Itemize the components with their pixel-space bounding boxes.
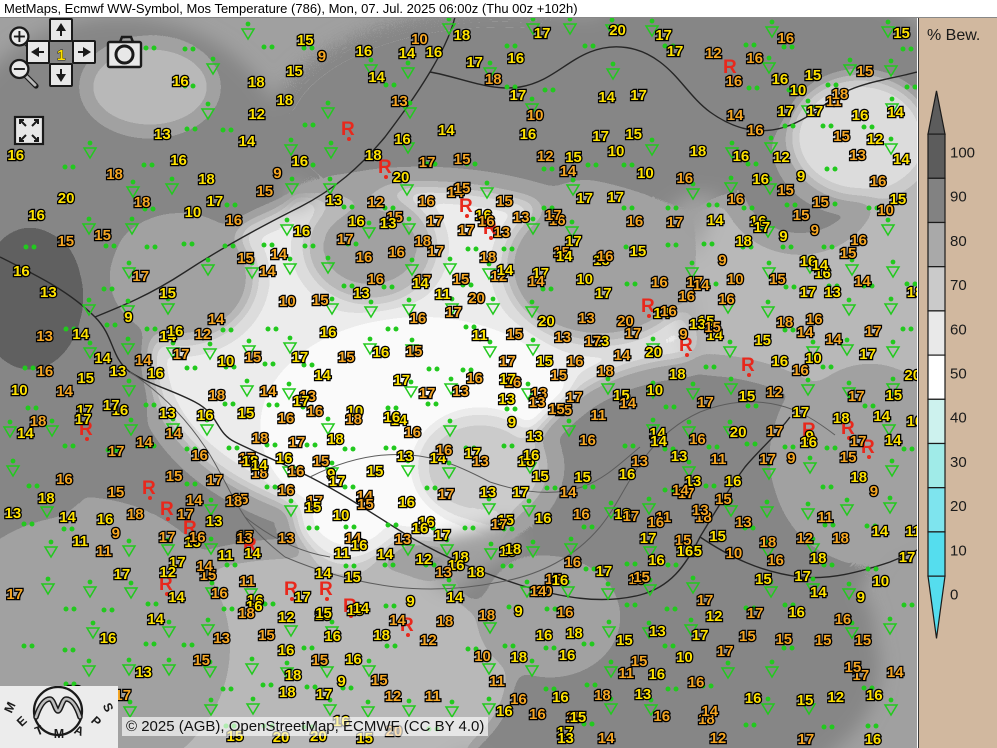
svg-text:90: 90	[950, 189, 967, 206]
svg-text:M: M	[54, 727, 64, 741]
svg-text:R: R	[341, 119, 355, 140]
svg-text:R: R	[319, 579, 333, 600]
svg-text:0: 0	[950, 587, 958, 604]
svg-text:10: 10	[950, 542, 967, 559]
svg-text:R: R	[160, 499, 174, 520]
svg-text:20: 20	[950, 498, 967, 515]
svg-text:60: 60	[950, 321, 967, 338]
svg-text:40: 40	[950, 410, 967, 427]
svg-text:100: 100	[950, 145, 975, 162]
svg-text:1: 1	[57, 47, 65, 64]
svg-text:70: 70	[950, 277, 967, 294]
svg-text:R: R	[741, 355, 755, 376]
svg-text:R: R	[142, 478, 156, 499]
svg-text:80: 80	[950, 233, 967, 250]
svg-text:30: 30	[950, 454, 967, 471]
svg-text:50: 50	[950, 366, 967, 383]
